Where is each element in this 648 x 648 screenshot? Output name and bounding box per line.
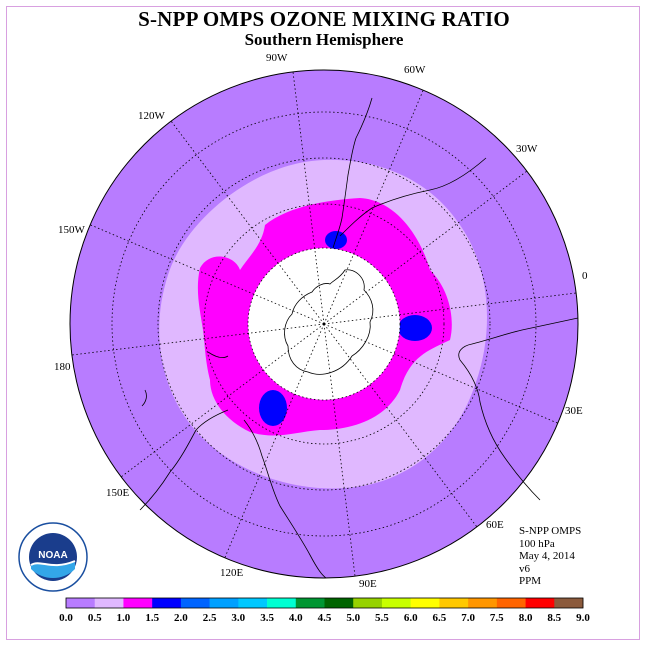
colorbar-swatch	[180, 598, 210, 608]
lon-label-120e: 120E	[220, 567, 244, 579]
colorbar-swatch	[209, 598, 239, 608]
colorbar-tick-label: 6.0	[404, 612, 418, 624]
colorbar-tick-label: 9.0	[576, 612, 590, 624]
lon-label-180: 180	[54, 361, 71, 373]
colorbar-tick-label: 4.0	[289, 612, 303, 624]
colorbar-tick-label: 2.5	[203, 612, 217, 624]
colorbar-swatch	[525, 598, 555, 608]
colorbar-tick-label: 8.5	[547, 612, 561, 624]
colorbar-tick-label: 8.0	[519, 612, 533, 624]
colorbar-swatch	[353, 598, 383, 608]
lon-label-60w: 60W	[404, 64, 426, 76]
colorbar-swatch	[381, 598, 411, 608]
colorbar-tick-label: 7.5	[490, 612, 504, 624]
lon-label-150e: 150E	[106, 487, 130, 499]
noaa-logo-text: NOAA	[38, 550, 67, 561]
colorbar-swatch	[267, 598, 297, 608]
colorbar-swatch	[496, 598, 526, 608]
colorbar-tick-label: 2.0	[174, 612, 188, 624]
lon-label-150w: 150W	[58, 224, 86, 236]
colorbar-tick-label: 6.5	[433, 612, 447, 624]
colorbar-tick-label: 1.0	[117, 612, 131, 624]
colorbar-tick-label: 5.0	[346, 612, 360, 624]
lon-label-60e: 60E	[486, 519, 504, 531]
ozone-cell-1	[325, 231, 347, 249]
info-date: May 4, 2014	[519, 550, 575, 562]
colorbar-tick-label: 1.5	[145, 612, 159, 624]
map-outer-boundary	[69, 69, 579, 579]
colorbar-border	[65, 597, 584, 609]
lon-label-90e: 90E	[359, 578, 377, 590]
colorbar-swatch	[554, 598, 584, 608]
colorbar-swatch	[94, 598, 124, 608]
colorbar-swatch	[123, 598, 153, 608]
colorbar-swatches	[65, 597, 584, 609]
map-title: S-NPP OMPS OZONE MIXING RATIO	[138, 7, 510, 31]
antarctica-coast	[284, 269, 374, 375]
info-units: PPM	[519, 575, 542, 587]
info-level: 100 hPa	[519, 537, 555, 550]
lat-lon-grid	[71, 71, 577, 577]
latitude-circle	[157, 157, 491, 491]
lon-label-120w: 120W	[138, 110, 166, 122]
colorbar-tick-label: 0.5	[88, 612, 102, 624]
noaa-logo: NOAA	[18, 522, 88, 592]
info-instrument: S-NPP OMPS	[519, 525, 582, 537]
colorbar-labels: 0.0 0.5 1.0 1.5 2.0 2.5 3.0 3.5 4.0 4.5 5.0 5.5 6.0 6…	[59, 612, 590, 624]
colorbar-tick-label: 5.5	[375, 612, 389, 624]
colorbar-swatch	[66, 598, 96, 608]
new-zealand-coast	[141, 351, 229, 407]
coastlines	[139, 97, 579, 579]
south-america-coast	[332, 97, 487, 249]
ozone-cell-3	[259, 390, 287, 426]
info-block: S-NPP OMPS 100 hPa May 4, 2014 v6 PPM	[519, 525, 581, 588]
colorbar-tick-label: 0.0	[59, 612, 73, 624]
colorbar-swatch	[468, 598, 498, 608]
ozone-cell-2	[398, 315, 432, 341]
africa-coast	[458, 317, 579, 501]
lon-label-90w: 90W	[266, 52, 288, 64]
colorbar-swatch	[295, 598, 325, 608]
latitude-circle	[247, 247, 401, 401]
colorbar-tick-label: 4.5	[318, 612, 332, 624]
latitude-circle	[203, 203, 445, 445]
australia-coast	[139, 409, 327, 579]
lon-label-30e: 30E	[565, 405, 583, 417]
info-version: v6	[519, 562, 530, 575]
lon-label-0: 0	[582, 270, 588, 282]
colorbar-tick-label: 3.0	[231, 612, 245, 624]
colorbar-swatch	[324, 598, 354, 608]
colorbar-swatch	[238, 598, 268, 608]
latitude-circle	[111, 111, 537, 537]
figure-frame	[6, 6, 640, 640]
longitude-labels: 90W 60W 30W 0 30E 60E 90E 120E 150E 180 …	[54, 52, 588, 590]
colorbar-swatch	[439, 598, 469, 608]
colorbar-tick-label: 3.5	[260, 612, 274, 624]
colorbar-swatch	[152, 598, 182, 608]
colorbar-tick-label: 7.0	[461, 612, 475, 624]
lon-label-30w: 30W	[516, 143, 538, 155]
colorbar-swatch	[410, 598, 440, 608]
south-pole-dot	[322, 322, 326, 326]
map-subtitle: Southern Hemisphere	[244, 30, 404, 49]
